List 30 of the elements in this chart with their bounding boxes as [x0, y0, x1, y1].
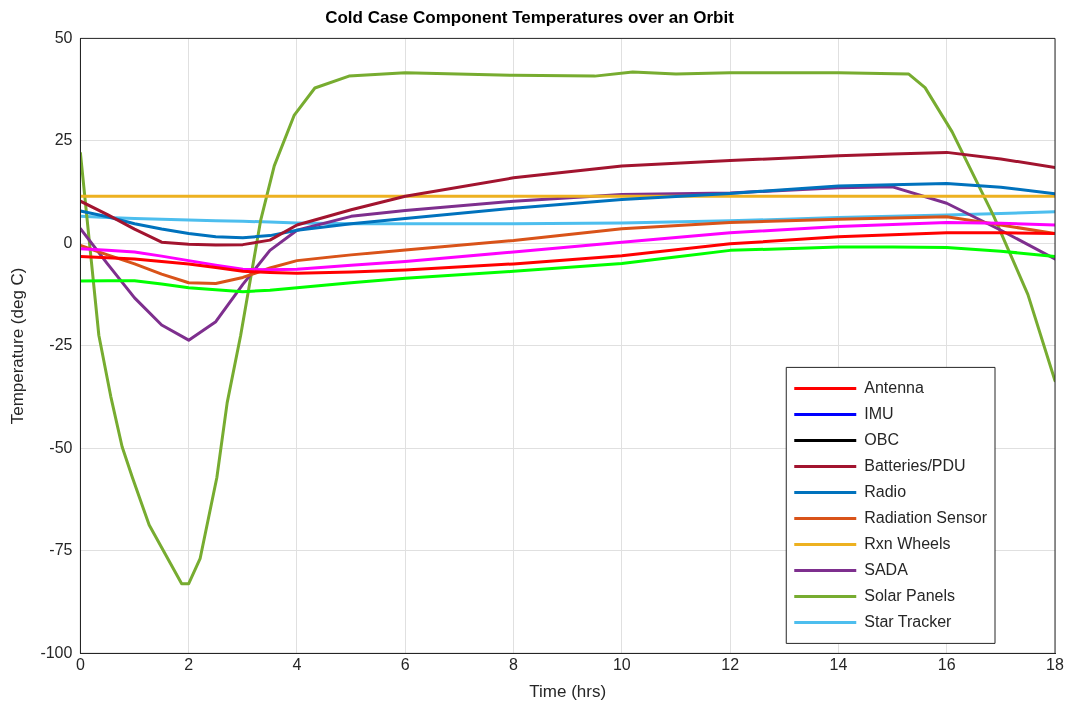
- legend-label: IMU: [864, 404, 894, 422]
- x-tick-label: 16: [937, 656, 956, 674]
- y-tick-label: 0: [63, 233, 73, 251]
- y-tick-label: -25: [49, 336, 73, 354]
- legend-label: Radiation Sensor: [864, 508, 988, 526]
- x-tick-label: 10: [612, 656, 631, 674]
- legend-label: OBC: [864, 430, 899, 448]
- legend-label: SADA: [864, 560, 909, 578]
- legend-label: Radio: [864, 482, 907, 500]
- x-tick-label: 4: [292, 656, 302, 674]
- legend-label: Antenna: [864, 378, 924, 396]
- x-tick-label: 2: [184, 656, 194, 674]
- x-tick-label: 8: [509, 656, 519, 674]
- x-axis-title: Time (hrs): [529, 682, 607, 702]
- x-tick-label: 0: [75, 656, 85, 674]
- y-tick-label: -100: [40, 643, 73, 661]
- legend-label: Solar Panels: [864, 586, 955, 604]
- x-tick-label: 12: [721, 656, 740, 674]
- y-axis-title: Temperature (deg C): [7, 267, 27, 425]
- chart-title: Cold Case Component Temperatures over an Orbit: [325, 7, 735, 27]
- y-tick-label: 25: [54, 131, 73, 149]
- legend-label: Rxn Wheels: [864, 534, 951, 552]
- y-tick-label: -50: [49, 438, 73, 456]
- y-tick-label: -75: [49, 541, 73, 559]
- x-tick-label: 18: [1046, 656, 1064, 674]
- x-tick-label: 14: [829, 656, 848, 674]
- x-tick-label: 6: [400, 656, 410, 674]
- y-tick-label: 50: [54, 28, 73, 46]
- legend-label: Batteries/PDU: [864, 456, 966, 474]
- legend-label: Star Tracker: [864, 612, 953, 630]
